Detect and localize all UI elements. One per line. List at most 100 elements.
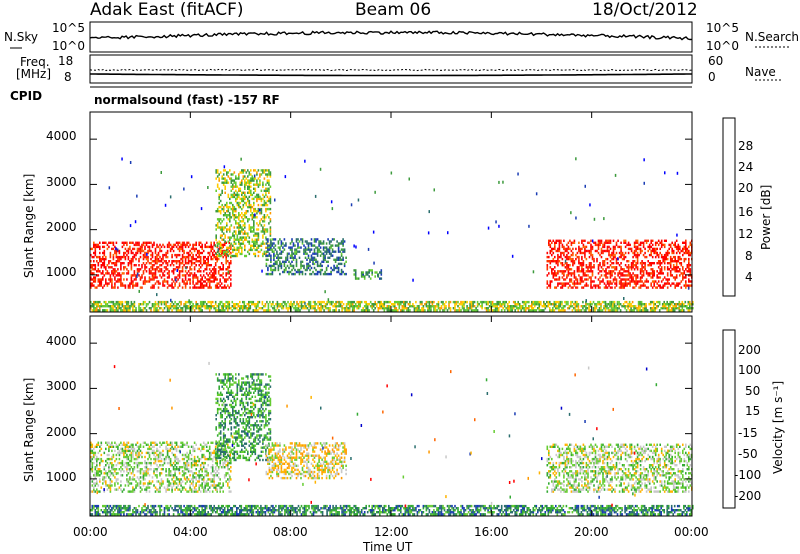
power-cell: [109, 300, 112, 304]
power-cell: [557, 260, 559, 263]
power-cell: [642, 270, 645, 273]
power-cell: [692, 303, 694, 306]
velocity-cell: [90, 490, 92, 493]
power-cell: [684, 300, 687, 304]
power-cell: [270, 268, 272, 272]
power-cell: [129, 161, 132, 164]
power-cell: [353, 309, 355, 312]
velocity-cell: [126, 461, 128, 465]
power-cell: [573, 270, 576, 273]
power-cell: [139, 245, 142, 249]
power-cell: [199, 278, 202, 281]
power-cell: [178, 241, 181, 244]
power-cell: [307, 248, 310, 251]
power-cell: [120, 255, 122, 259]
power-cell: [244, 193, 246, 197]
power-cell: [573, 241, 576, 244]
power-cell: [476, 305, 479, 308]
power-cell: [660, 272, 663, 275]
power-cell: [193, 262, 196, 265]
power-cell: [262, 197, 264, 201]
power-cell: [560, 282, 562, 285]
velocity-cell: [93, 474, 95, 477]
velocity-cell: [129, 470, 131, 473]
power-cell: [97, 255, 100, 259]
velocity-cell: [132, 453, 134, 457]
power-cell: [126, 278, 128, 281]
power-cell: [561, 303, 563, 306]
power-cell: [413, 305, 416, 308]
power-cell: [90, 247, 92, 251]
power-cell: [242, 240, 245, 243]
power-cell: [238, 228, 240, 231]
power-cell: [552, 239, 555, 242]
power-cell: [229, 216, 231, 219]
power-cell: [593, 217, 596, 221]
power-cell: [505, 307, 507, 310]
power-cell: [407, 309, 410, 312]
power-cell: [201, 243, 203, 247]
power-cell: [291, 250, 293, 253]
velocity-cell: [93, 451, 95, 455]
power-cell: [262, 185, 264, 188]
power-cell: [247, 234, 249, 237]
power-cell: [570, 253, 573, 257]
power-cell: [340, 242, 343, 245]
power-cell: [614, 255, 616, 259]
velocity-cell: [135, 480, 137, 483]
power-cell: [177, 286, 179, 289]
velocity-cell: [130, 457, 133, 461]
power-cell: [146, 252, 148, 256]
velocity-cell: [124, 445, 127, 448]
power-cell: [506, 307, 509, 310]
velocity-cell: [94, 476, 97, 479]
power-cell: [270, 264, 272, 268]
power-cell: [368, 275, 370, 278]
power-cell: [623, 278, 625, 281]
power-cell: [304, 256, 307, 259]
power-cell: [117, 268, 119, 271]
power-cell: [616, 300, 619, 304]
velocity-cell: [109, 474, 112, 477]
velocity-cell: [102, 482, 104, 485]
power-cell: [236, 203, 239, 207]
power-cell: [241, 181, 243, 184]
power-cell: [674, 243, 676, 247]
power-cell: [566, 264, 568, 267]
power-cell: [189, 282, 191, 285]
power-cell: [540, 300, 542, 304]
power-cell: [138, 305, 140, 308]
power-cell: [205, 257, 208, 261]
power-cell: [216, 226, 219, 229]
power-cell: [641, 284, 643, 287]
power-cell: [238, 240, 240, 243]
power-cell: [248, 179, 251, 182]
power-cell: [190, 247, 193, 251]
power-cell: [268, 252, 271, 255]
power-cell: [584, 184, 586, 188]
power-cell: [347, 307, 349, 310]
power-cell: [427, 300, 429, 304]
velocity-cell: [141, 451, 143, 455]
power-cell: [481, 303, 483, 306]
power-cell: [608, 249, 610, 253]
power-cell: [103, 257, 106, 261]
power-cell: [279, 246, 281, 249]
velocity-cell: [99, 445, 101, 448]
power-cell: [222, 169, 225, 172]
power-cell: [463, 305, 465, 308]
power-cell: [621, 284, 624, 287]
power-cell: [221, 234, 223, 237]
power-cell: [319, 268, 322, 272]
power-cell: [620, 241, 622, 244]
power-cell: [273, 242, 275, 245]
power-cell: [653, 280, 655, 283]
velocity-cell: [111, 466, 113, 469]
power-cell: [688, 262, 690, 265]
power-cell: [198, 268, 200, 271]
power-cell: [269, 300, 271, 304]
velocity-cell: [109, 457, 112, 461]
power-cell: [214, 300, 217, 304]
power-cell: [524, 300, 527, 304]
power-cell: [175, 303, 178, 306]
